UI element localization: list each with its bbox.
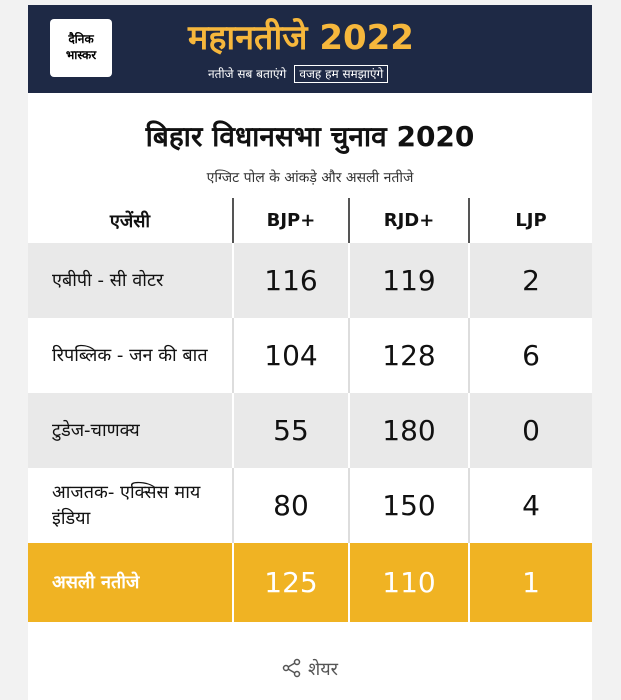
card: दैनिक भास्कर महानतीजे 2022 नतीजे सब बताएं… xyxy=(28,5,592,700)
cell: RJD+ xyxy=(348,198,468,243)
cell: 125 xyxy=(232,543,348,622)
share-label: शेयर xyxy=(307,659,339,680)
cell: 55 xyxy=(232,393,348,468)
result-row: असली नतीजे 125 110 1 xyxy=(28,543,592,622)
share-icon xyxy=(282,658,301,678)
cell: 119 xyxy=(348,243,468,318)
cell: 128 xyxy=(348,318,468,393)
cell: 4 xyxy=(468,468,592,543)
cell: 104 xyxy=(232,318,348,393)
cell: 116 xyxy=(232,243,348,318)
tagline-text: वजह हम समझाएंगे xyxy=(294,65,389,83)
row-label: रिपब्लिक - जन की बात xyxy=(52,344,208,366)
row-label: असली नतीजे xyxy=(52,571,140,593)
banner: दैनिक भास्कर महानतीजे 2022 नतीजे सब बताएं… xyxy=(28,5,592,93)
banner-title: महानतीजे 2022 xyxy=(188,18,414,58)
cell: 2 xyxy=(468,243,592,318)
cell: 80 xyxy=(232,468,348,543)
row-label: एबीपी - सी वोटर xyxy=(52,269,164,291)
table-row: टुडेज-चाणक्य 55 180 0 xyxy=(28,393,592,468)
row-label: टुडेज-चाणक्य xyxy=(52,419,140,441)
cell: 110 xyxy=(348,543,468,622)
table-row: रिपब्लिक - जन की बात 104 128 6 xyxy=(28,318,592,393)
cell: 6 xyxy=(468,318,592,393)
table-row: आजतक- एक्सिस माय इंडिया 80 150 4 xyxy=(28,468,592,543)
title: बिहार विधानसभा चुनाव 2020 xyxy=(145,120,475,153)
row-label: एजेंसी xyxy=(109,210,151,232)
tagline: नतीजे सब बताएंगे वजह हम समझाएंगे xyxy=(208,65,396,83)
tagline-text: नतीजे सब बताएंगे xyxy=(208,67,287,81)
subtitle: एग्जिट पोल के आंकड़े और असली नतीजे xyxy=(206,170,414,186)
cell: LJP xyxy=(468,198,592,243)
share-button[interactable]: शेयर xyxy=(28,657,592,681)
cell: BJP+ xyxy=(232,198,348,243)
cell: 1 xyxy=(468,543,592,622)
logo-text: दैनिक xyxy=(68,32,94,46)
cell: 0 xyxy=(468,393,592,468)
row-label: आजतक- एक्सिस माय इंडिया xyxy=(52,481,201,529)
cell: 180 xyxy=(348,393,468,468)
logo: दैनिक भास्कर xyxy=(50,19,112,77)
header-row: एजेंसी BJP+ RJD+ LJP xyxy=(28,198,592,243)
cell: 150 xyxy=(348,468,468,543)
table-row: एबीपी - सी वोटर 116 119 2 xyxy=(28,243,592,318)
logo-text: भास्कर xyxy=(65,48,97,62)
